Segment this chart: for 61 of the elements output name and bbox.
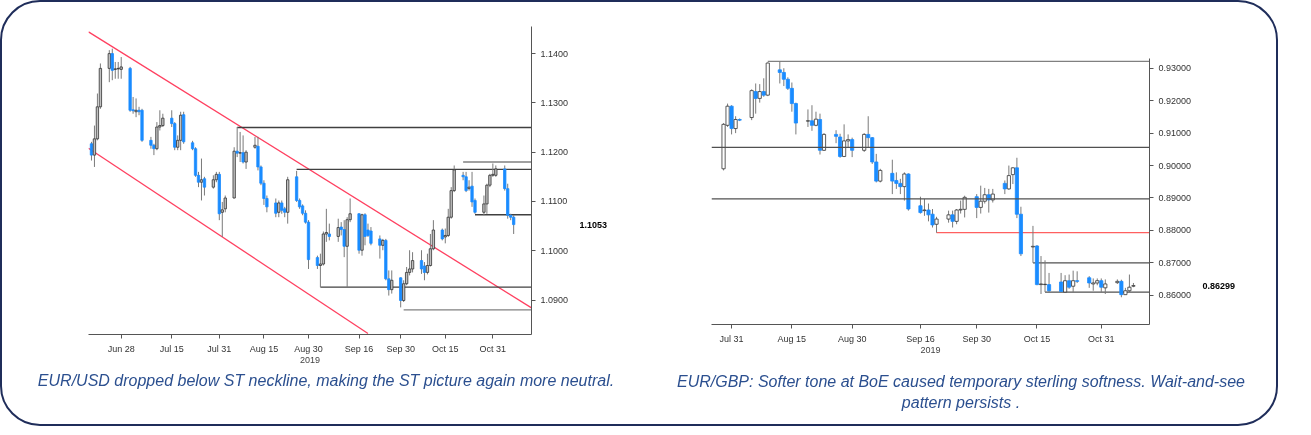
candlestick	[805, 108, 810, 128]
x-axis-title: 2019	[299, 354, 321, 365]
text: EUR/USD dropped below ST neckline, making the ST picture again more neutral.	[37, 371, 615, 391]
y-tick-label: 0.87000	[1158, 257, 1192, 268]
y-tick-label: 0.90000	[1158, 160, 1192, 171]
candlestick	[761, 77, 766, 98]
candlestick	[399, 276, 403, 308]
x-tick-label: Sep 16	[906, 333, 935, 344]
candlestick	[1006, 165, 1011, 191]
candlestick	[390, 269, 394, 295]
x-tick-label: Oct 15	[1023, 333, 1051, 344]
text: 1.1053	[579, 219, 608, 230]
x-tick-label: Sep 30	[962, 333, 991, 344]
x-tick-label: Oct 15	[432, 343, 459, 354]
x-tick-label: Jul 31	[207, 343, 232, 354]
x-axis-title: 2019	[920, 344, 941, 355]
y-tick-label: 0.89000	[1158, 192, 1192, 203]
y-tick-label: 1.0900	[540, 295, 569, 305]
candlestick	[89, 141, 94, 162]
candlestick	[363, 212, 367, 246]
x-tick-label: Oct 31	[479, 343, 507, 354]
candlestick	[729, 104, 734, 135]
y-tick-label: 0.92000	[1158, 95, 1192, 106]
x-tick-label: Oct 31	[1088, 333, 1115, 344]
candlestick	[1043, 259, 1048, 293]
x-tick-label: Jun 28	[107, 343, 135, 354]
candlestick	[464, 171, 468, 193]
y-tick-label: 1.1100	[540, 196, 568, 207]
x-tick-label: Aug 30	[294, 343, 323, 354]
candlestick	[842, 123, 847, 158]
candlestick	[862, 132, 867, 153]
text: EUR/GBP: Softer tone at BoE caused temporary sterling softness. Wait-and-see pattern persists .	[676, 372, 1246, 413]
y-tick-label: 1.1000	[540, 245, 569, 256]
y-tick-label: 1.1400	[540, 48, 569, 59]
y-tick-label: 0.86000	[1158, 290, 1192, 301]
candlestick	[753, 82, 758, 115]
candlestick	[902, 171, 907, 202]
x-tick-label: Aug 30	[837, 333, 867, 344]
candlestick	[930, 208, 935, 229]
candlestick	[369, 226, 373, 246]
candlestick	[978, 185, 983, 215]
candlestick	[410, 251, 415, 273]
x-tick-label: Jul 15	[159, 343, 184, 354]
text: 0.86299	[1202, 280, 1236, 291]
x-tick-label: Aug 15	[777, 333, 807, 344]
y-tick-label: 1.1200	[540, 147, 569, 158]
y-tick-label: 0.88000	[1158, 225, 1192, 236]
candlestick	[809, 104, 814, 132]
y-tick-label: 0.93000	[1158, 63, 1192, 74]
x-tick-label: Jul 31	[719, 333, 744, 344]
candlestick	[1030, 225, 1035, 264]
candlestick	[107, 49, 111, 83]
y-tick-label: 0.91000	[1158, 128, 1192, 139]
candlestick	[238, 131, 242, 163]
x-tick-label: Aug 15	[249, 343, 279, 354]
x-tick-label: Sep 16	[344, 343, 374, 354]
candlestick	[850, 137, 855, 158]
y-tick-label: 1.1300	[540, 97, 569, 108]
candlestick	[1039, 255, 1044, 295]
x-tick-label: Sep 30	[386, 343, 415, 354]
candlestick	[235, 126, 239, 158]
